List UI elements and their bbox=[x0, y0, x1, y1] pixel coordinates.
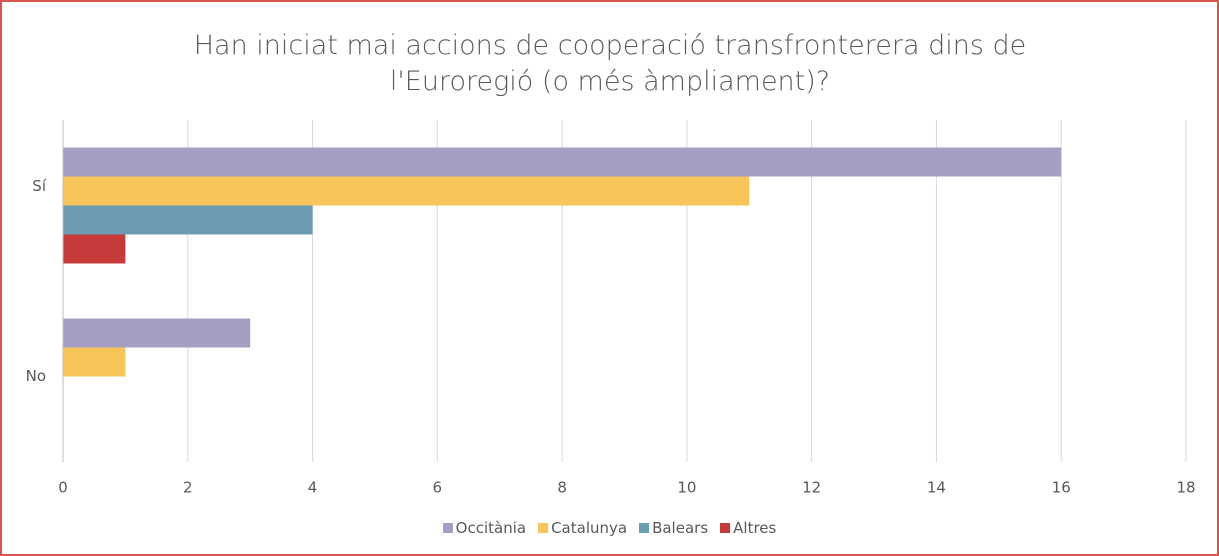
x-tick-label: 18 bbox=[1176, 479, 1195, 497]
x-tick-label: 14 bbox=[927, 479, 946, 497]
x-tick-label: 16 bbox=[1052, 479, 1071, 497]
legend-item: Altres bbox=[720, 519, 776, 537]
legend-item: Balears bbox=[639, 519, 708, 537]
legend-item: Catalunya bbox=[538, 519, 627, 537]
legend-label: Altres bbox=[733, 519, 777, 537]
legend-label: Catalunya bbox=[551, 519, 628, 537]
x-tick-label: 8 bbox=[557, 479, 567, 497]
x-tick-label: 10 bbox=[677, 479, 696, 497]
x-tick-label: 12 bbox=[802, 479, 821, 497]
bar bbox=[63, 347, 126, 377]
x-tick-label: 0 bbox=[58, 479, 68, 497]
bar bbox=[63, 205, 313, 235]
bar bbox=[63, 176, 750, 206]
y-tick-label: Sí bbox=[32, 177, 47, 195]
y-tick-label: No bbox=[26, 367, 46, 385]
legend-item: Occitània bbox=[442, 519, 527, 537]
legend-swatch bbox=[442, 523, 453, 533]
bar bbox=[63, 147, 1062, 177]
legend-label: Balears bbox=[652, 519, 709, 537]
x-tick-label: 6 bbox=[433, 479, 443, 497]
legend-swatch bbox=[538, 523, 549, 533]
x-tick-label: 4 bbox=[308, 479, 318, 497]
x-tick-label: 2 bbox=[183, 479, 193, 497]
legend-swatch bbox=[639, 523, 650, 533]
bar bbox=[63, 234, 126, 264]
legend: Occitània Catalunya Balears Altres bbox=[0, 519, 1219, 537]
legend-swatch bbox=[720, 523, 731, 533]
chart-title: Han iniciat mai accions de cooperació tr… bbox=[193, 30, 1027, 97]
legend-label: Occitània bbox=[455, 519, 527, 537]
bar bbox=[63, 318, 251, 348]
